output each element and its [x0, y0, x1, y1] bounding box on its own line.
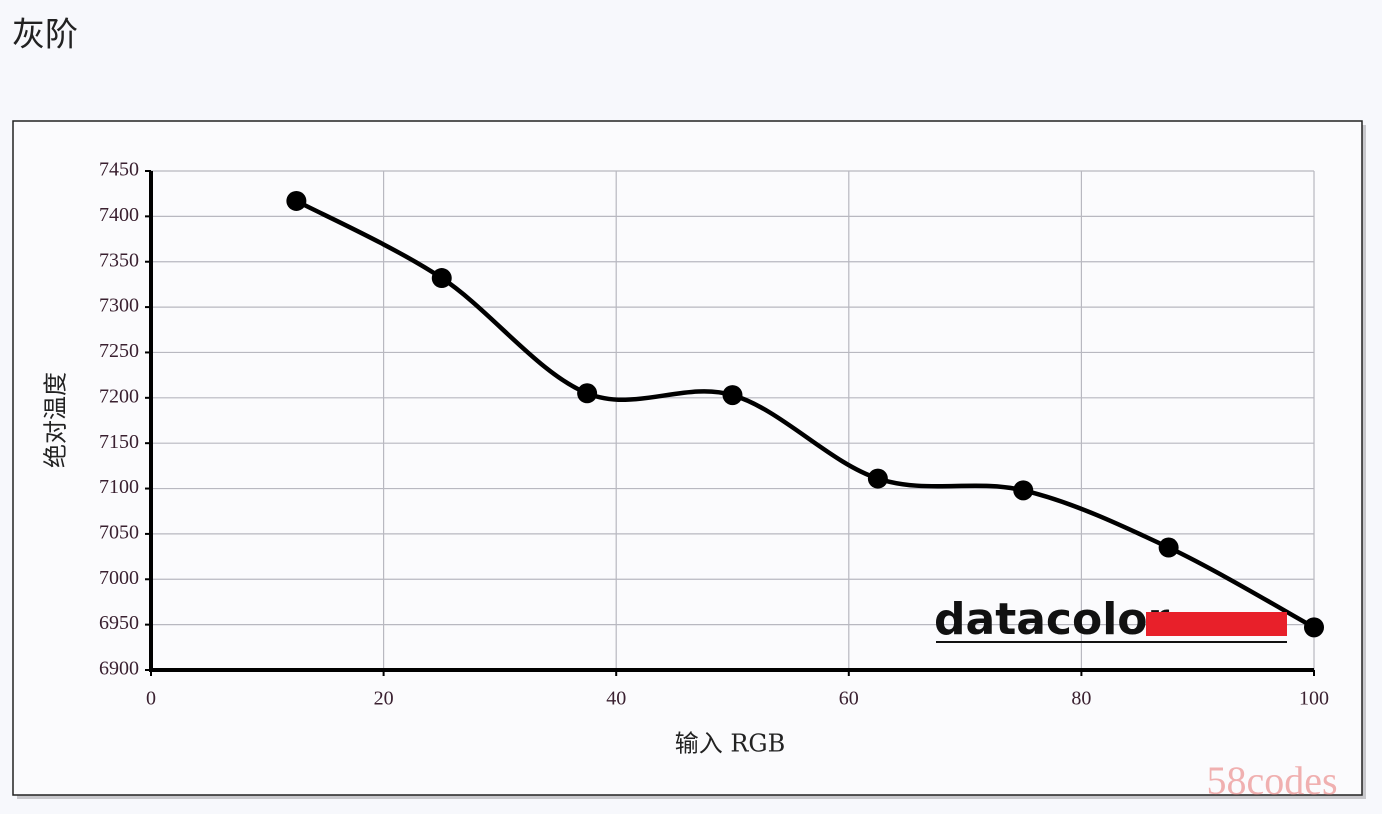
x-tick-label: 100 [1299, 688, 1329, 710]
data-point [577, 383, 598, 404]
y-tick-label: 7250 [99, 340, 139, 362]
logo-bar [1146, 612, 1287, 636]
y-tick-label: 7300 [99, 295, 139, 317]
x-tick-label: 40 [606, 688, 626, 710]
data-point [1013, 480, 1034, 501]
data-point [1158, 537, 1179, 558]
x-axis-title: 输入 RGB [675, 730, 786, 758]
data-point [431, 268, 452, 289]
data-point [867, 468, 888, 489]
y-tick-label: 7450 [99, 159, 139, 181]
y-tick-label: 7000 [99, 567, 139, 589]
y-tick-label: 7100 [99, 476, 139, 498]
plot-area: 6900 6950 7000 7050 7100 7150 7200 7250 7300 7350… [99, 159, 1329, 710]
logo: datacolor [934, 594, 1287, 645]
y-tick-label: 6950 [99, 612, 139, 634]
logo-text: datacolor [934, 594, 1170, 645]
y-tick-label: 7050 [99, 522, 139, 544]
chart-title: 灰阶 [12, 15, 78, 54]
y-tick-label: 7200 [99, 385, 139, 407]
y-tick-label: 7150 [99, 431, 139, 453]
chart-frame [12, 120, 1363, 796]
data-point [286, 190, 307, 211]
y-tick-label: 7400 [99, 204, 139, 226]
y-tick-label: 7350 [99, 249, 139, 271]
x-tick-label: 60 [839, 688, 859, 710]
y-axis-title: 绝对温度 [42, 372, 70, 468]
data-point [722, 385, 743, 406]
data-point [1304, 617, 1324, 638]
y-tick-label: 6900 [99, 658, 139, 680]
x-tick-label: 0 [146, 688, 156, 710]
data-line [295, 198, 1316, 630]
watermark: 58codes [1206, 758, 1337, 803]
x-tick-label: 80 [1071, 688, 1091, 710]
x-tick-label: 20 [374, 688, 394, 710]
